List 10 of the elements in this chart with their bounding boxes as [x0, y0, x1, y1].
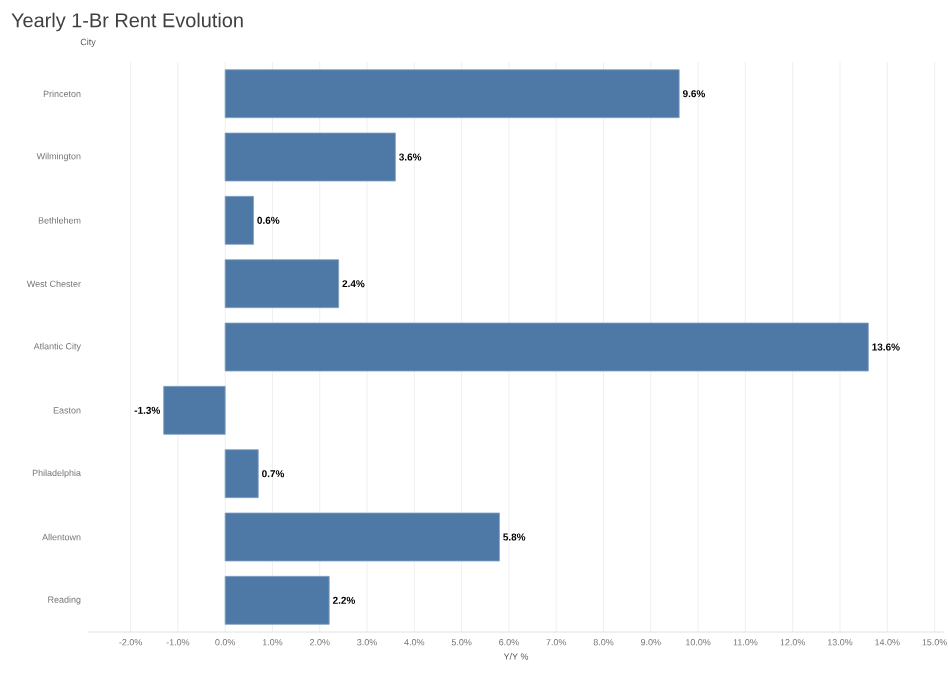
chart-title: Yearly 1-Br Rent Evolution [11, 12, 243, 32]
bar [163, 385, 226, 435]
bar [224, 195, 254, 245]
bar [224, 69, 680, 119]
bar [224, 449, 259, 499]
bar [224, 322, 869, 372]
bar [224, 259, 340, 309]
bar [224, 132, 396, 182]
bar [224, 512, 500, 562]
bar [224, 575, 330, 625]
